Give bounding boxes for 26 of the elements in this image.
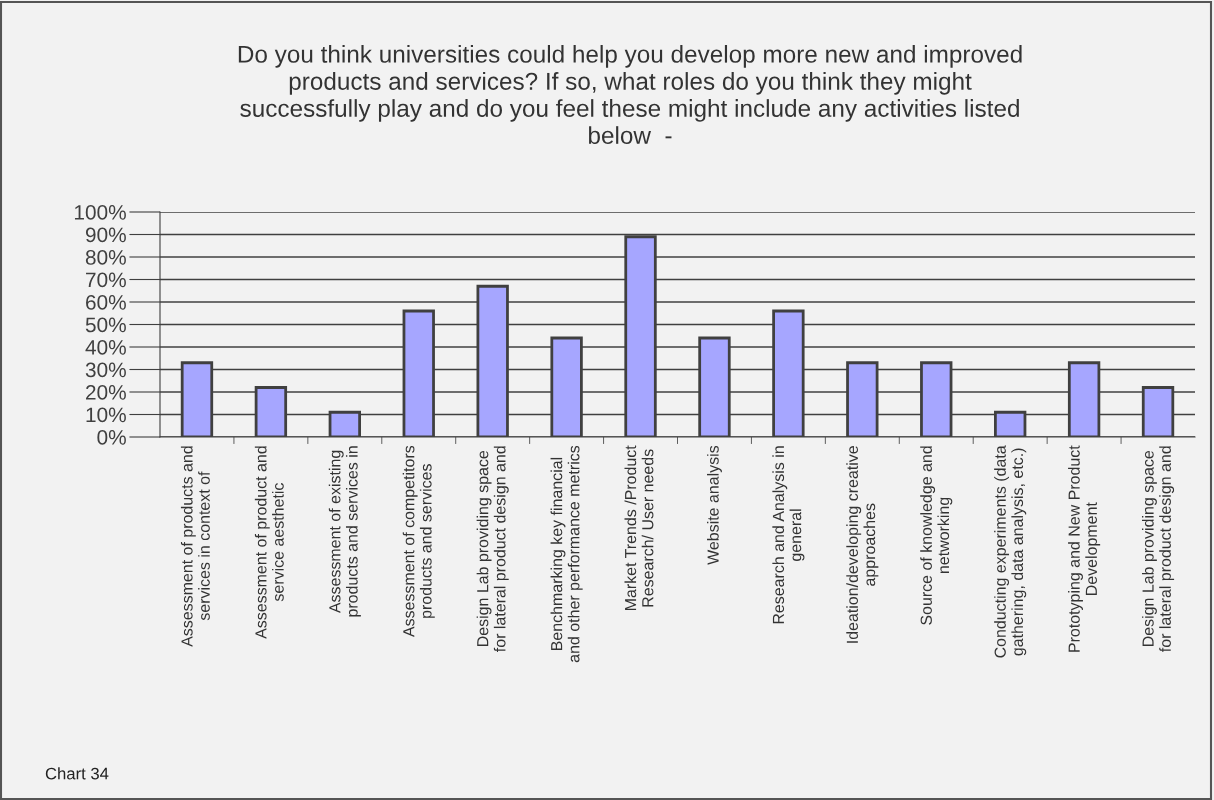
x-tick-label: Market Trends /Product Research/ User needs	[624, 445, 654, 611]
y-tick-label: 30%	[85, 362, 126, 378]
x-tick-label: Assessment of product and service aesthetic	[254, 446, 284, 639]
x-tick-label: Ideation/developing creative approaches	[846, 446, 879, 643]
y-tick-label: 70%	[86, 272, 126, 288]
x-tick-label: Prototyping and New Product Development	[1068, 445, 1101, 652]
x-tick-label: Source of knowledge and networking	[920, 446, 953, 625]
y-tick-label: 20%	[86, 385, 126, 400]
y-tick-label: 10%	[86, 407, 126, 423]
y-tick-label: 100%	[74, 205, 126, 220]
x-tick-label: Assessment of products and services in context of	[180, 446, 210, 647]
x-tick-label: Design Lab providing space for lateral product design and	[1141, 446, 1175, 652]
x-tick-label: Assessment of existing products and services in	[328, 446, 361, 617]
x-tick-label: Design Lab providing space for lateral product design and	[476, 446, 509, 652]
y-tick-label: 80%	[85, 250, 126, 265]
x-tick-label: Research and Analysis in general	[772, 446, 805, 624]
y-tick-label: 0%	[97, 430, 126, 445]
y-tick-label: 90%	[85, 227, 126, 243]
y-tick-label: 40%	[85, 340, 126, 355]
y-tick-label: 50%	[85, 317, 126, 333]
caption: Chart 34	[45, 767, 109, 780]
chart-title: Do you think universities could help you develop more new and improved products and services? If so, what roles do you think they might successfully play and do you feel these might include any activities listed below -	[238, 45, 1022, 145]
x-tick-label: Website analysis	[707, 445, 722, 565]
y-tick-label: 60%	[86, 295, 126, 310]
x-tick-label: Benchmarking key financial and other performance metrics	[550, 445, 583, 663]
x-tick-label: Conducting experiments (data gathering, data analysis, etc.)	[994, 445, 1027, 658]
